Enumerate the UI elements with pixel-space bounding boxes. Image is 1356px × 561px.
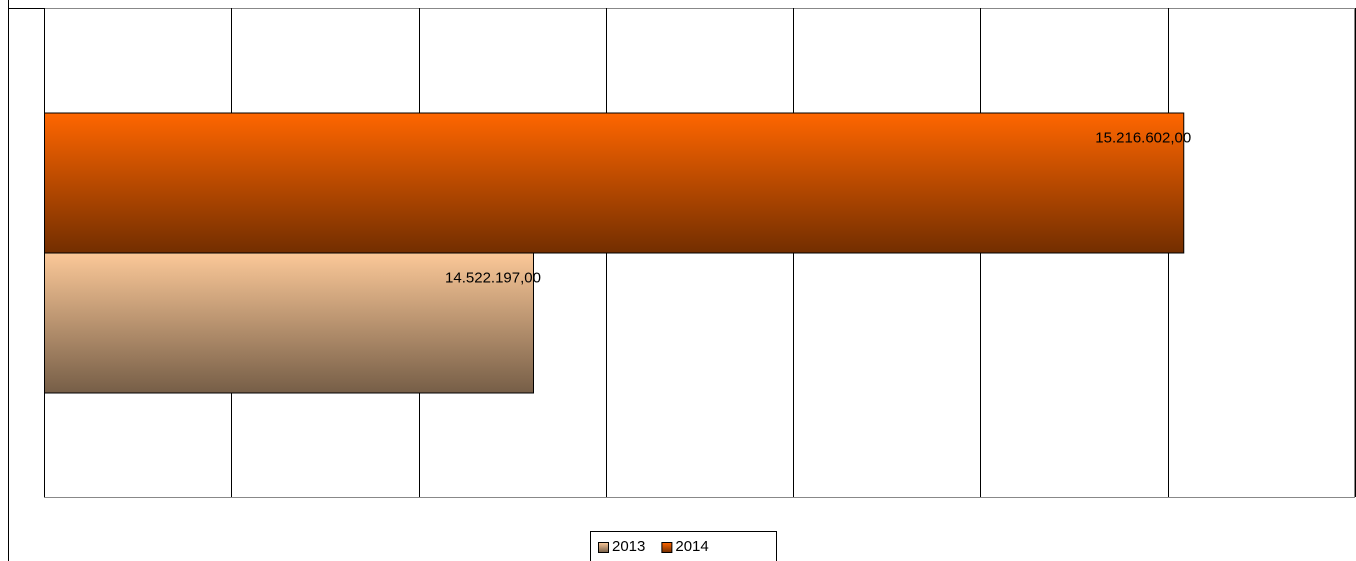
legend-label: 2013	[612, 538, 645, 555]
legend-swatch	[661, 542, 673, 553]
legend-label: 2014	[675, 538, 708, 555]
data-label: 15.216.602,00	[1095, 129, 1191, 146]
data-label: 14.522.197,00	[445, 269, 541, 286]
legend-box	[590, 531, 777, 561]
bar	[44, 252, 535, 394]
legend-swatch	[598, 542, 609, 553]
bar	[44, 112, 1185, 254]
